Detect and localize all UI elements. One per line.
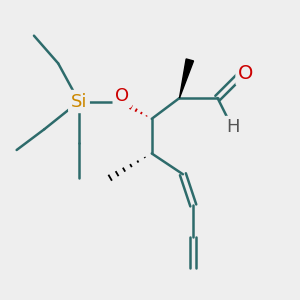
Text: Si: Si	[71, 92, 87, 110]
Text: O: O	[115, 87, 129, 105]
Text: O: O	[238, 64, 254, 83]
Text: H: H	[226, 118, 240, 136]
Polygon shape	[179, 59, 194, 98]
